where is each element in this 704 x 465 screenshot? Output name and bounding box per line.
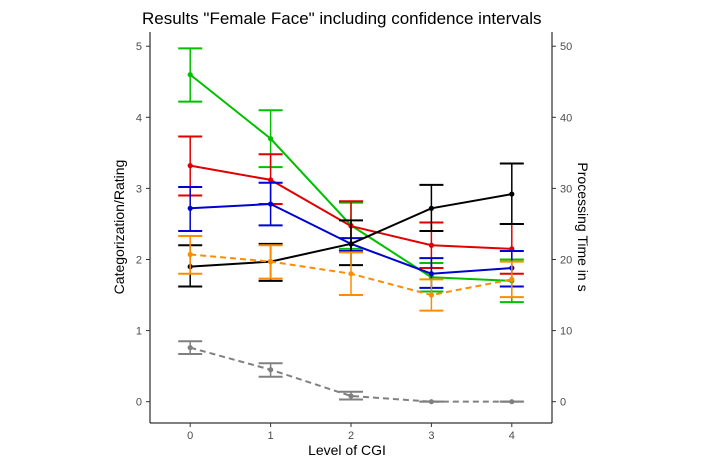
data-point: [428, 242, 434, 248]
x-axis-title: Level of CGI: [308, 442, 386, 458]
y2-axis-title: Processing Time in s: [575, 162, 591, 291]
data-point: [187, 163, 193, 169]
y2-tick-label: 10: [560, 326, 572, 338]
chart-title: Results "Female Face" including confiden…: [142, 9, 541, 28]
x-tick-label: 1: [268, 430, 274, 442]
data-point: [509, 191, 515, 197]
data-point: [187, 251, 193, 258]
x-tick-label: 4: [509, 430, 515, 442]
series-4: [178, 235, 524, 312]
data-point: [268, 367, 274, 373]
data-point: [268, 177, 274, 183]
data-point: [187, 72, 193, 78]
data-point: [428, 205, 434, 211]
data-point: [268, 259, 274, 265]
data-point: [428, 271, 434, 277]
y-tick-label: 0: [136, 397, 142, 409]
series-line: [189, 346, 512, 403]
y2-tick-label: 50: [560, 41, 572, 53]
x-tick-label: 0: [187, 430, 193, 442]
y2-tick-label: 40: [560, 112, 572, 124]
data-point: [348, 241, 354, 247]
data-point: [428, 292, 434, 298]
y-tick-label: 3: [136, 183, 142, 195]
y2-tick-label: 20: [560, 254, 572, 266]
data-point: [428, 399, 434, 405]
data-point: [348, 393, 354, 399]
data-point: [509, 399, 515, 405]
y-tick-label: 1: [136, 326, 142, 338]
y2-tick-label: 0: [560, 397, 566, 409]
y-tick-label: 2: [136, 254, 142, 266]
y-tick-label: 5: [136, 41, 142, 53]
data-point: [348, 271, 354, 277]
data-point: [187, 345, 193, 351]
x-tick-label: 3: [428, 430, 434, 442]
data-point: [268, 136, 274, 142]
y-axis-title: Categorization/Rating: [111, 160, 127, 295]
y2-tick-label: 30: [560, 183, 572, 195]
data-point: [268, 201, 274, 207]
series-5: [178, 340, 524, 405]
data-point: [509, 276, 515, 282]
y-tick-label: 4: [136, 112, 142, 124]
data-point: [187, 205, 193, 211]
x-tick-label: 2: [348, 430, 354, 442]
series: [178, 47, 524, 405]
